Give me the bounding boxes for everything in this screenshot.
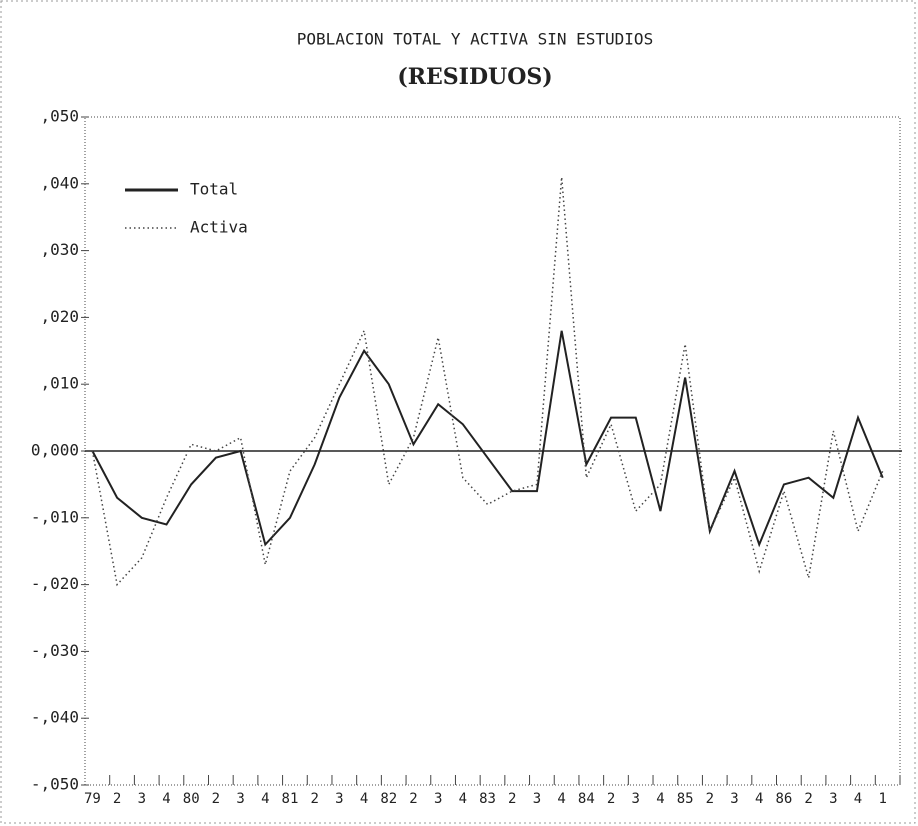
y-tick-label: ,030 [40,240,79,259]
x-tick-label: 3 [632,791,640,807]
x-tick-label: 4 [854,791,862,807]
x-tick-label: 2 [113,791,121,807]
series-line [91,177,884,587]
x-tick-label: 3 [236,791,244,807]
x-tick-label: 2 [706,791,714,807]
x-tick-label: 85 [677,791,694,807]
chart-title: POBLACION TOTAL Y ACTIVA SIN ESTUDIOS [297,30,653,49]
chart-subtitle: (RESIDUOS) [397,64,552,90]
x-tick-label: 4 [261,791,269,807]
x-tick-label: 79 [84,791,101,807]
x-tick-label: 84 [578,791,595,807]
legend-label: Activa [190,218,248,237]
x-tick-label: 4 [360,791,368,807]
x-tick-label: 2 [607,791,615,807]
y-tick-label: -,020 [31,574,79,593]
y-tick-label: -,040 [31,708,79,727]
y-tick-label: ,020 [40,307,79,326]
x-tick-label: 2 [409,791,417,807]
y-tick-label: -,050 [31,775,79,794]
x-tick-label: 2 [212,791,220,807]
y-tick-label: -,030 [31,641,79,660]
x-tick-label: 86 [775,791,792,807]
x-tick-label: 1 [878,791,886,807]
x-tick-label: 4 [459,791,467,807]
x-tick-label: 3 [533,791,541,807]
x-tick-label: 4 [557,791,565,807]
y-tick-label: 0,000 [31,441,79,460]
x-tick-label: 80 [183,791,200,807]
x-tick-label: 3 [434,791,442,807]
series-line [91,330,884,548]
x-tick-label: 3 [829,791,837,807]
x-tick-label: 2 [804,791,812,807]
x-tick-label: 82 [380,791,397,807]
x-tick-label: 3 [335,791,343,807]
x-tick-label: 4 [656,791,664,807]
y-tick-label: ,040 [40,173,79,192]
x-tick-label: 4 [755,791,763,807]
y-tick-label: ,050 [40,107,79,126]
x-tick-label: 3 [730,791,738,807]
x-tick-label: 83 [479,791,496,807]
x-tick-label: 81 [282,791,299,807]
y-tick-label: ,010 [40,374,79,393]
x-tick-label: 2 [310,791,318,807]
y-tick-label: -,010 [31,507,79,526]
legend-label: Total [190,180,238,199]
x-tick-label: 2 [508,791,516,807]
x-tick-label: 3 [138,791,146,807]
x-tick-label: 4 [162,791,170,807]
